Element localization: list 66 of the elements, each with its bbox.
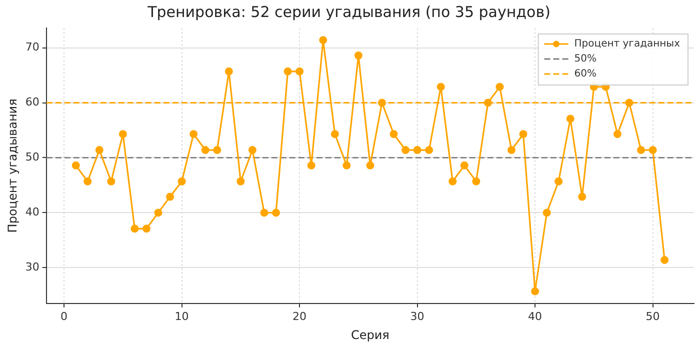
point [201, 146, 210, 154]
point [248, 146, 256, 154]
x-tick-label: 50 [646, 310, 660, 323]
point [213, 146, 222, 154]
chart-title: Тренировка: 52 серии угадывания (по 35 раундов) [146, 2, 550, 21]
point [354, 51, 362, 60]
point [625, 98, 634, 107]
point [95, 146, 104, 154]
point [330, 130, 339, 138]
point [566, 114, 574, 123]
point [154, 208, 162, 217]
x-axis-title: Серия [350, 328, 390, 342]
point [613, 130, 622, 138]
point [190, 130, 198, 138]
point [296, 67, 304, 76]
point [118, 130, 127, 138]
point [260, 208, 268, 217]
point [436, 82, 445, 91]
point [319, 36, 328, 44]
point [542, 208, 551, 217]
point [519, 130, 528, 138]
point [272, 208, 280, 217]
point [484, 98, 492, 107]
point [531, 287, 540, 296]
point [307, 161, 316, 170]
legend-label: 50% [574, 54, 597, 65]
point [660, 256, 669, 264]
point [366, 161, 374, 170]
x-tick-label: 20 [292, 310, 307, 323]
legend-label: Процент угаданных [574, 38, 680, 50]
point [72, 161, 80, 170]
x-tick-label: 40 [528, 310, 542, 323]
point [178, 177, 186, 186]
y-tick-label: 30 [25, 260, 40, 274]
point [390, 130, 398, 138]
point [637, 146, 646, 154]
y-tick-label: 50 [25, 150, 40, 164]
point [554, 177, 563, 186]
point [166, 192, 174, 201]
point [460, 161, 468, 170]
y-tick-label: 40 [25, 206, 40, 219]
point [236, 177, 245, 186]
y-tick-label: 60 [25, 96, 40, 109]
point [378, 98, 386, 107]
point [342, 161, 351, 170]
y-axis-title: Процент угадывания [5, 98, 20, 233]
point [402, 146, 410, 154]
point [507, 146, 516, 154]
point [496, 82, 504, 91]
point [578, 192, 586, 201]
point [142, 224, 150, 233]
point [472, 177, 480, 186]
x-tick-label: 10 [174, 310, 189, 323]
point [648, 146, 657, 154]
point [130, 224, 139, 233]
x-tick-label: 0 [60, 310, 68, 323]
y-tick-label: 70 [25, 40, 40, 54]
point [448, 177, 457, 186]
x-tick-label: 30 [410, 310, 424, 323]
point [224, 67, 233, 76]
legend-label: 60% [574, 68, 597, 80]
point [107, 177, 116, 186]
point [413, 146, 422, 154]
point [84, 177, 92, 186]
point [425, 146, 434, 154]
point [284, 67, 292, 76]
